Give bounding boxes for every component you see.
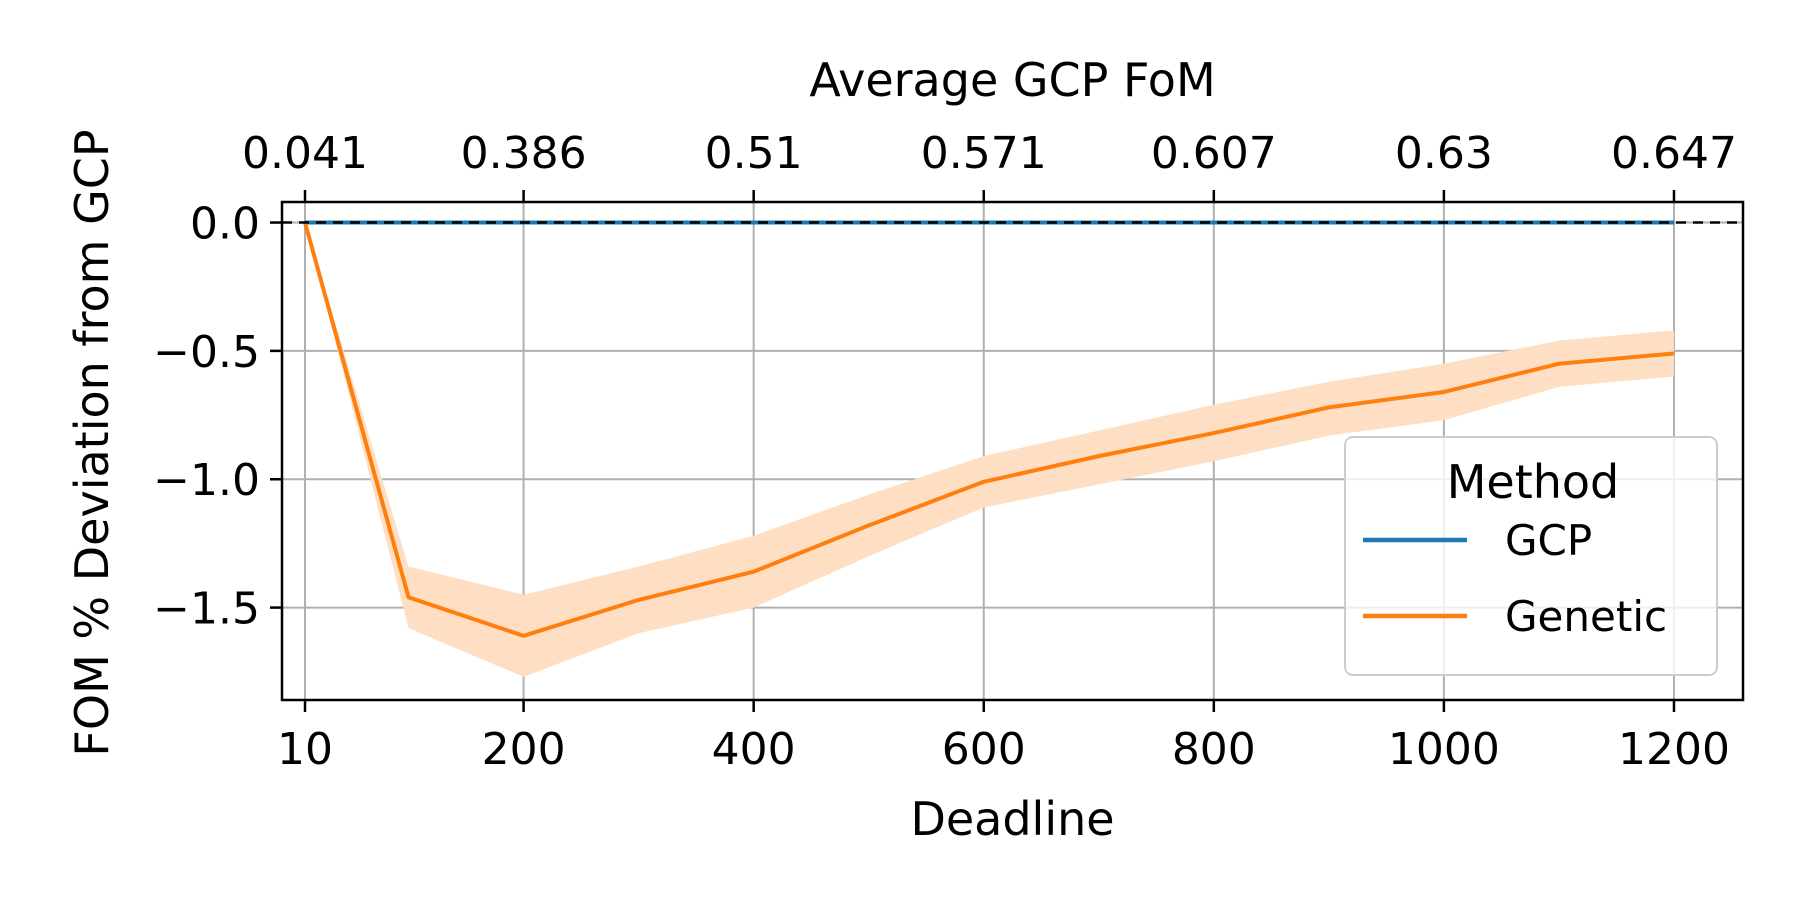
top-x-axis-title: Average GCP FoM: [809, 53, 1215, 107]
plot-frame: [280, 200, 1745, 702]
legend-label-gcp: GCP: [1505, 516, 1592, 565]
confidence-band-genetic: [305, 222, 1674, 677]
y-tick-label: 0.0: [190, 199, 260, 250]
top-x-tick-label: 0.041: [242, 128, 368, 179]
y-axis-title: FOM % Deviation from GCP: [65, 129, 119, 756]
legend: Method GCP Genetic: [1344, 436, 1718, 676]
top-x-tick-label: 0.571: [921, 128, 1047, 179]
top-x-tick-label: 0.63: [1395, 128, 1493, 179]
top-x-tick-label: 0.51: [705, 128, 803, 179]
x-tick-label: 200: [482, 724, 566, 775]
x-tick-label: 1200: [1618, 724, 1730, 775]
x-tick-label: 1000: [1388, 724, 1500, 775]
legend-title: Method: [1447, 455, 1620, 509]
confidence-bands: [305, 222, 1674, 677]
y-tick-label: −0.5: [153, 327, 260, 378]
x-tick-label: 400: [712, 724, 796, 775]
top-x-tick-label: 0.647: [1611, 128, 1737, 179]
series-line-genetic: [303, 222, 1675, 638]
series-lines: [282, 220, 1743, 638]
y-tick-label: −1.0: [153, 455, 260, 506]
top-x-tick-label: 0.607: [1151, 128, 1277, 179]
top-x-tick-label: 0.386: [461, 128, 587, 179]
legend-entries: GCP Genetic: [1363, 516, 1667, 641]
x-tick-label: 800: [1172, 724, 1256, 775]
axis-ticks: 10 200 400 600 800 1000 1200 0.041 0.386 0.51 0.57…: [153, 128, 1737, 775]
x-tick-label: 10: [277, 724, 333, 775]
x-tick-label: 600: [942, 724, 1026, 775]
y-tick-label: −1.5: [153, 584, 260, 635]
x-axis-title: Deadline: [910, 792, 1114, 846]
legend-label-genetic: Genetic: [1505, 592, 1667, 641]
